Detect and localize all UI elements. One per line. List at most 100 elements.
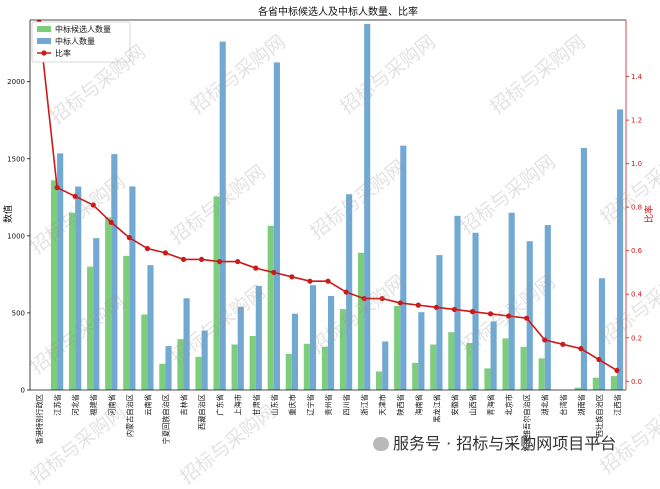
ratio-point [198,256,205,263]
bar-candidates [87,266,94,390]
x-tick-label: 吉林省 [180,394,189,416]
legend-swatch-candidates [37,26,51,32]
x-tick-label: 江苏省 [53,394,62,416]
bar-winners [328,295,335,390]
bar-winners [57,153,64,390]
bar-candidates [466,342,473,390]
bar-candidates [267,225,274,390]
x-tick-label: 广东省 [216,394,225,416]
ratio-point [235,258,241,265]
bar-winners [309,285,317,390]
ratio-point [162,250,169,256]
bar-winners [273,62,280,390]
ratio-point [90,202,96,208]
x-tick-label: 台湾省 [559,394,568,416]
x-tick-label: 天津市 [378,394,387,416]
x-tick-label: 湖南省 [577,394,586,416]
y2-tick-label: 0.2 [631,334,642,342]
x-tick-label: 海南省 [414,394,423,416]
ratio-point [379,295,385,302]
bar-winners [255,285,262,390]
bar-candidates [538,358,545,390]
x-tick-labels: 香港特别行政区 江苏省 河北省 福建省 河南省 内蒙古自治区 云南省 宁夏回族自治区 吉林省 西藏… [35,394,622,452]
x-tick-label: 黑龙江省 [432,394,441,423]
bars-group [50,23,624,391]
ratio-point [108,219,114,226]
legend: 中标候选人数量 中标人数量 比率 [31,21,131,63]
bar-winners [111,154,118,390]
ratio-point [469,309,476,315]
bar-candidates [69,212,76,390]
ratio-point [343,289,349,295]
footer-text: 服务号 · 招标与采购网项目平台 [393,434,617,453]
ratio-point [144,245,150,252]
ratio-point [451,306,458,313]
x-tick-label: 内蒙古自治区 [125,394,134,437]
bar-candidates [213,196,220,390]
y-tick-label: 2000 [7,78,25,86]
bar-candidates [412,363,419,390]
bar-candidates [123,255,130,390]
legend-label-candidates: 中标候选人数量 [55,24,111,34]
ratio-point [126,235,132,241]
ratio-point [180,256,187,263]
bar-candidates [105,217,112,390]
bar-candidates [484,368,491,390]
bar-candidates [231,344,238,390]
bar-candidates [249,336,256,390]
bar-candidates [448,332,455,390]
bar-candidates [303,343,310,390]
x-tick-label: 贵州省 [324,394,333,416]
bar-winners [400,145,407,390]
x-tick-label: 山西省 [468,394,477,416]
bar-candidates [141,314,148,390]
legend-label-winners: 中标人数量 [55,36,95,46]
x-tick-label: 四川省 [342,394,351,416]
ratio-point [361,295,367,302]
x-tick-label: 新疆维吾尔自治区 [523,394,532,452]
x-tick-label: 广西壮族自治区 [595,394,604,444]
ratio-point [524,315,530,321]
bar-winners [346,194,353,390]
y-axis-label: 数值 [2,205,14,223]
bar-winners [147,265,154,390]
x-tick-label: 云南省 [143,394,152,416]
ratio-point [217,258,223,265]
x-tick-label: 湖北省 [541,394,550,416]
ratio-point [397,300,403,306]
bar-winners [616,109,624,391]
chart-title: 各省中标候选人及中标人数量、比率 [258,5,418,18]
bar-winners [201,330,208,390]
y2-tick-label: 1.4 [631,73,643,81]
ratio-line-group [36,19,620,374]
bar-candidates [177,339,184,390]
bar-candidates [376,371,383,390]
bar-winners [454,215,461,390]
bar-winners [75,186,82,390]
y2-tick-label: 1.0 [631,160,642,168]
x-tick-label: 河北省 [71,394,80,416]
ratio-point [72,193,78,199]
y-tick-label: 0 [21,387,25,395]
y-tick-label: 500 [12,309,25,317]
bar-winners [93,238,100,390]
ratio-point [596,356,602,363]
bar-winners [508,212,515,390]
bar-winners [219,41,226,390]
bar-candidates [502,338,509,390]
ratio-point [487,311,494,317]
ratio-point [54,184,60,191]
bar-candidates [357,252,365,390]
x-tick-label: 福建省 [89,394,98,416]
bar-winners [183,298,190,390]
x-tick-label: 香港特别行政区 [35,394,44,444]
ratio-point [253,265,259,271]
ratio-point [614,367,620,374]
bar-candidates [285,353,292,390]
ratio-point [433,304,439,310]
bar-winners [291,313,299,390]
bar-candidates [321,346,328,390]
y-tick-label: 1000 [7,232,25,240]
bar-winners [436,255,443,390]
x-tick-label: 浙江省 [360,394,369,416]
